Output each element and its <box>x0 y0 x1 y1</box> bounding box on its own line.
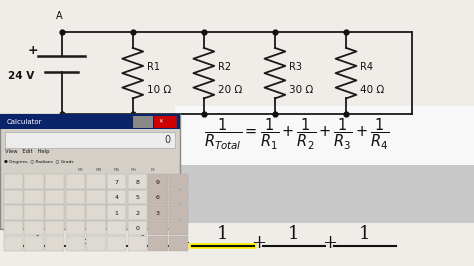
Text: M-: M- <box>150 168 155 172</box>
Text: +: + <box>251 234 266 252</box>
Text: ✕: ✕ <box>159 119 164 124</box>
Bar <box>86 236 106 251</box>
Bar <box>66 221 85 235</box>
Text: R2: R2 <box>218 61 231 72</box>
Bar <box>0 223 474 266</box>
Text: View   Edit   Help: View Edit Help <box>5 149 49 154</box>
Bar <box>25 190 44 204</box>
Text: MR: MR <box>95 168 102 172</box>
Text: A: A <box>56 11 63 21</box>
Bar <box>4 221 23 235</box>
Bar <box>154 116 177 128</box>
Bar <box>0 0 474 128</box>
Bar <box>4 190 23 204</box>
Bar <box>128 205 147 220</box>
Text: $\dfrac{1}{R_{Total}} = \dfrac{1}{R_1} + \dfrac{1}{R_2} + \dfrac{1}{R_3} + \dfra: $\dfrac{1}{R_{Total}} = \dfrac{1}{R_1} +… <box>204 117 390 152</box>
Bar <box>86 221 106 235</box>
Text: M+: M+ <box>131 168 138 172</box>
Text: 7: 7 <box>115 180 118 185</box>
Bar <box>128 236 147 251</box>
Bar <box>107 221 126 235</box>
Bar <box>169 236 188 251</box>
Text: 1: 1 <box>137 225 148 243</box>
Text: 2: 2 <box>135 211 139 216</box>
Text: 1: 1 <box>359 225 371 243</box>
Bar <box>128 190 147 204</box>
Text: 1: 1 <box>217 225 228 243</box>
Bar <box>45 205 64 220</box>
Bar <box>133 116 153 128</box>
Text: +: + <box>322 234 337 252</box>
Text: R1: R1 <box>147 61 160 72</box>
Bar <box>107 174 126 189</box>
Bar <box>45 236 64 251</box>
Text: 30 Ω: 30 Ω <box>289 85 313 95</box>
Bar <box>4 236 23 251</box>
Text: 3: 3 <box>156 211 160 216</box>
Bar <box>107 236 126 251</box>
Bar <box>148 221 167 235</box>
Text: R4: R4 <box>360 61 373 72</box>
Bar <box>45 174 64 189</box>
Text: 20 Ω: 20 Ω <box>218 85 242 95</box>
Bar <box>148 174 167 189</box>
Text: 1: 1 <box>32 225 44 243</box>
Bar <box>107 190 126 204</box>
Bar <box>25 174 44 189</box>
Text: +: + <box>175 234 190 252</box>
Text: B: B <box>44 117 51 127</box>
Text: 0: 0 <box>164 135 171 145</box>
Text: 4: 4 <box>115 195 118 200</box>
Text: 0: 0 <box>136 226 139 231</box>
Text: 1: 1 <box>115 211 118 216</box>
Bar <box>148 205 167 220</box>
Text: 5: 5 <box>136 195 139 200</box>
Text: Calculator: Calculator <box>7 119 43 125</box>
Bar <box>128 174 147 189</box>
Bar <box>175 106 474 165</box>
Bar <box>0 114 180 129</box>
Text: ● Degrees  ○ Radians  ○ Grads: ● Degrees ○ Radians ○ Grads <box>4 160 73 164</box>
Bar <box>66 174 85 189</box>
Text: =: = <box>82 234 98 252</box>
Bar <box>66 190 85 204</box>
Text: 10 Ω: 10 Ω <box>147 85 171 95</box>
Bar <box>148 190 167 204</box>
Bar <box>169 205 188 220</box>
Bar <box>86 190 106 204</box>
Bar <box>66 205 85 220</box>
Text: 9: 9 <box>156 180 160 185</box>
Bar <box>4 174 23 189</box>
Bar <box>45 221 64 235</box>
Text: +: + <box>28 44 38 57</box>
Bar <box>4 205 23 220</box>
Text: MC: MC <box>77 168 84 172</box>
Bar <box>66 236 85 251</box>
Text: 24 V: 24 V <box>8 71 35 81</box>
Bar <box>128 221 147 235</box>
Bar <box>169 221 188 235</box>
Bar <box>169 190 188 204</box>
Bar <box>148 236 167 251</box>
Bar <box>86 174 106 189</box>
Text: 1: 1 <box>288 225 300 243</box>
Text: MS: MS <box>114 168 119 172</box>
Bar <box>0 114 180 229</box>
Bar <box>25 236 44 251</box>
Text: 8: 8 <box>136 180 139 185</box>
Bar <box>5 132 175 148</box>
Bar <box>45 190 64 204</box>
Text: R3: R3 <box>289 61 302 72</box>
Text: 6: 6 <box>156 195 160 200</box>
Text: 40 Ω: 40 Ω <box>360 85 384 95</box>
Bar <box>86 205 106 220</box>
Bar <box>169 174 188 189</box>
Bar <box>25 205 44 220</box>
Bar <box>25 221 44 235</box>
Bar <box>107 205 126 220</box>
